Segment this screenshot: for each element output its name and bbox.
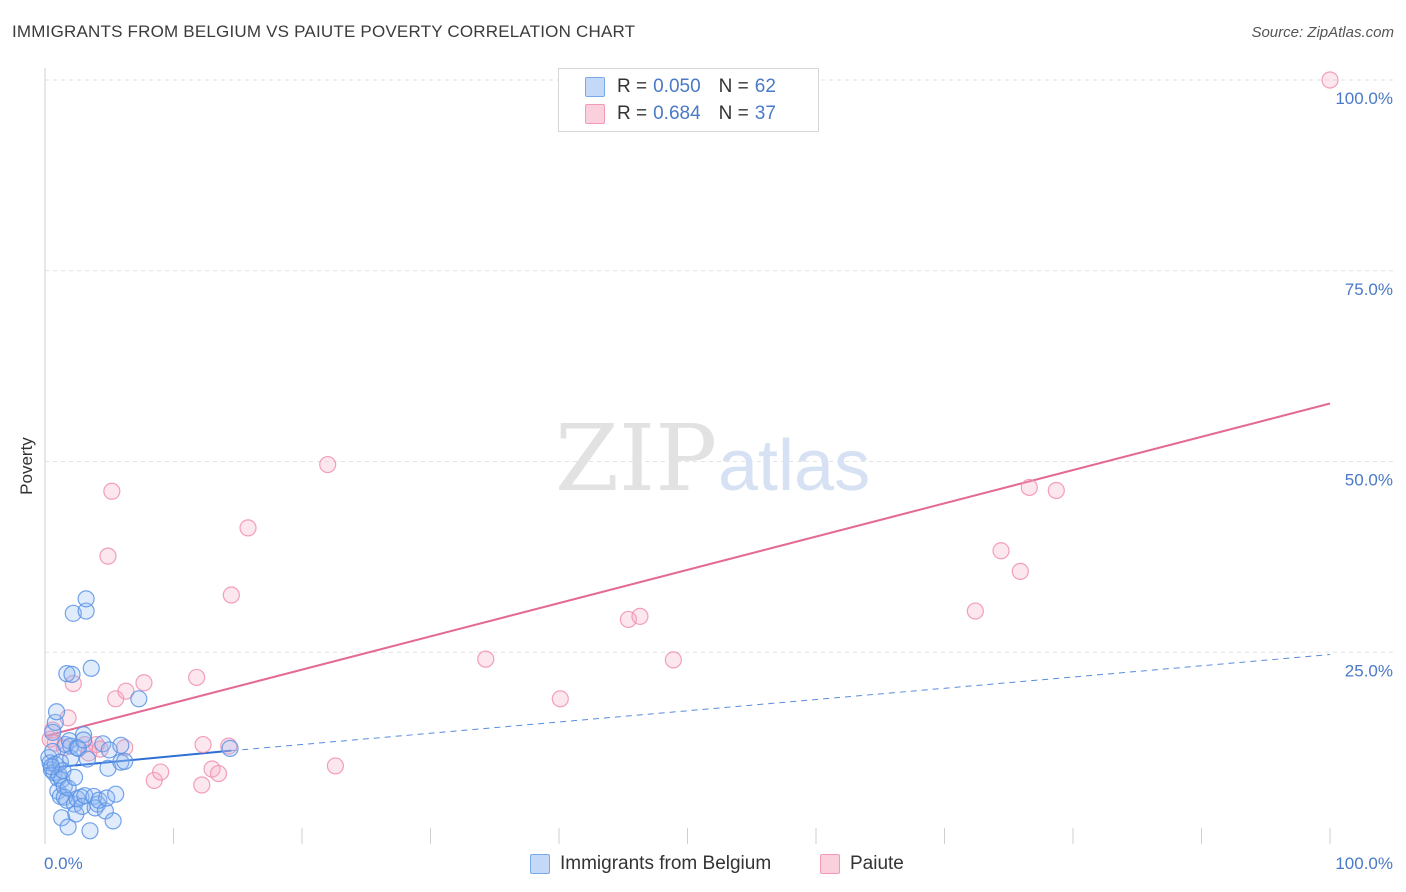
x-tick-label: 100.0% (1335, 854, 1393, 873)
paiute-point (117, 682, 135, 700)
belgium-point (130, 690, 148, 708)
gridlines (45, 79, 1395, 653)
belgium-point (63, 665, 81, 683)
bottom-swatch-pink (820, 854, 840, 874)
axes (44, 68, 1331, 844)
trend-line-paiute (44, 402, 1331, 738)
paiute-point (992, 542, 1010, 560)
belgium-point (47, 703, 66, 721)
paiute-point (193, 776, 211, 794)
paiute-point (1321, 71, 1339, 89)
bottom-legend-belgium: Immigrants from Belgium (530, 852, 771, 876)
paiute-point (631, 607, 649, 625)
belgium-point (44, 723, 62, 741)
paiute-point (103, 482, 121, 500)
paiute-point (1011, 562, 1029, 580)
bottom-legend-label-belgium: Immigrants from Belgium (560, 853, 772, 874)
belgium-point (74, 726, 93, 744)
paiute-point (477, 650, 495, 668)
paiute-point (99, 547, 117, 565)
paiute-point (326, 757, 345, 775)
paiute-point (551, 690, 569, 708)
trend-line-belgium-dashed (231, 654, 1331, 752)
paiute-point (64, 674, 82, 693)
belgium-point (82, 659, 100, 677)
paiute-point (239, 519, 257, 537)
bottom-swatch-blue (530, 854, 550, 874)
belgium-point (58, 665, 76, 683)
y-tick-label: 25.0% (1345, 661, 1393, 680)
paiute-point (1020, 478, 1038, 497)
belgium-point (98, 789, 116, 807)
trend-lines (44, 402, 1331, 770)
watermark-zip: ZIP (555, 405, 717, 512)
legend-n-label: N = (718, 76, 749, 97)
y-tick-label: 100.0% (1335, 89, 1393, 108)
legend-n-value: 37 (754, 103, 776, 124)
belgium-point (221, 739, 239, 757)
y-tick-label: 50.0% (1345, 471, 1393, 490)
belgium-point (112, 736, 130, 754)
paiute-point (319, 455, 337, 474)
legend-r-label: R = (617, 103, 648, 124)
legend-n-label: N = (718, 103, 749, 124)
belgium-point (65, 768, 84, 786)
paiute-point (188, 668, 206, 687)
belgium-point (77, 602, 95, 620)
data-points (40, 71, 1339, 840)
belgium-point (104, 812, 122, 830)
belgium-point (42, 758, 61, 776)
y-tick-label: 75.0% (1345, 280, 1393, 299)
paiute-point (209, 764, 228, 783)
watermark-atlas: atlas (718, 426, 870, 506)
belgium-point (59, 818, 77, 836)
watermark: ZIP atlas (555, 405, 870, 512)
belgium-point (77, 590, 95, 608)
legend-r-value: 0.050 (653, 76, 701, 97)
belgium-point (107, 785, 125, 803)
legend-r-label: R = (617, 76, 648, 97)
source-label: Source: ZipAtlas.com (1251, 24, 1394, 41)
paiute-point (664, 651, 682, 669)
trend-line-belgium (44, 749, 232, 770)
legend-r-value: 0.684 (653, 103, 701, 124)
paiute-point (966, 602, 984, 620)
chart-title: IMMIGRANTS FROM BELGIUM VS PAIUTE POVERT… (12, 22, 636, 41)
legend-swatch-blue (585, 77, 605, 97)
bottom-legend-paiute: Paiute (820, 852, 904, 876)
belgium-point (94, 735, 112, 753)
belgium-point (53, 809, 71, 827)
legend-row-paiute: R = 0.684 N = 37 (585, 103, 776, 125)
legend-row-belgium: R = 0.050 N = 62 (585, 76, 776, 98)
belgium-point (64, 604, 82, 622)
bottom-legend-label-paiute: Paiute (850, 853, 904, 874)
paiute-point (1047, 481, 1065, 500)
belgium-point (74, 731, 93, 749)
legend-n-value: 62 (754, 76, 776, 97)
belgium-point (55, 788, 73, 806)
x-tick-label: 0.0% (44, 854, 83, 873)
paiute-point (135, 674, 153, 692)
paiute-point (194, 735, 212, 754)
paiute-point (152, 763, 170, 781)
belgium-point (116, 752, 134, 770)
paiute-point (222, 586, 240, 604)
belgium-point (78, 750, 97, 768)
correlation-legend: R = 0.050 N = 62 R = 0.684 N = 37 (558, 68, 819, 132)
tick-labels: 25.0% 50.0% 75.0% 100.0% 0.0% 100.0% (44, 89, 1393, 873)
legend-swatch-pink (585, 104, 605, 124)
belgium-point (81, 822, 99, 840)
